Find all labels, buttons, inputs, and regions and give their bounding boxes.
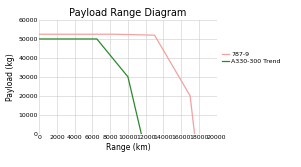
A330-300 Trend [139, 133, 143, 135]
A330-300 Trend [126, 76, 130, 78]
787-9 [113, 33, 116, 35]
Line: A330-300 Trend: A330-300 Trend [39, 39, 141, 134]
Legend: 787-9, A330-300 Trend: 787-9, A330-300 Trend [222, 52, 281, 64]
787-9 [188, 95, 192, 97]
787-9 [193, 133, 196, 135]
Y-axis label: Payload (kg): Payload (kg) [6, 53, 15, 101]
A330-300 Trend [37, 38, 41, 40]
787-9 [153, 34, 157, 36]
A330-300 Trend [95, 38, 99, 40]
Title: Payload Range Diagram: Payload Range Diagram [69, 8, 187, 18]
X-axis label: Range (km): Range (km) [106, 143, 150, 152]
787-9 [37, 33, 41, 35]
Line: 787-9: 787-9 [39, 34, 194, 134]
